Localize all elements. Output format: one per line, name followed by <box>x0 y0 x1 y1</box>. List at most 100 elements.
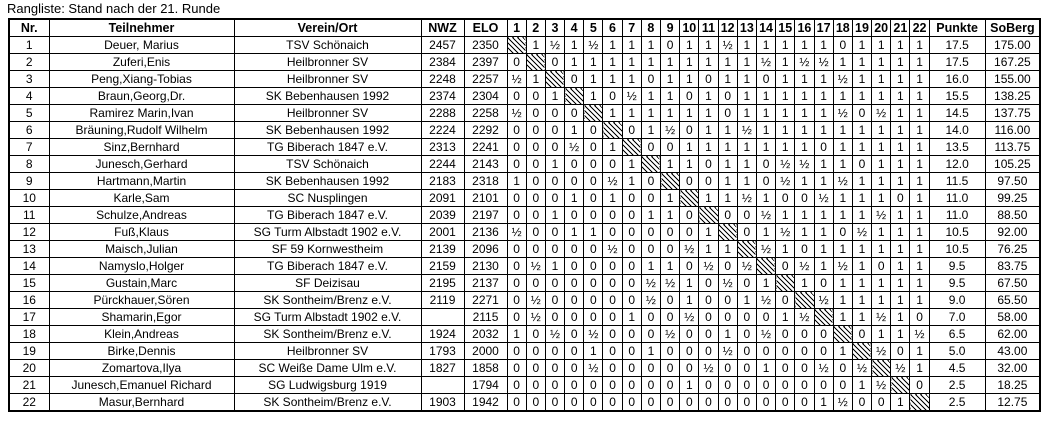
player-name-cell: Maisch,Julian <box>48 240 235 258</box>
result-cell: 1 <box>909 70 930 88</box>
result-cell: ½ <box>832 257 853 275</box>
result-cell: 1 <box>794 223 815 241</box>
result-cell: 1 <box>775 121 796 139</box>
header-round-21: 21 <box>890 18 911 37</box>
result-cell: 0 <box>659 240 681 258</box>
nwz-cell: 2039 <box>420 206 465 224</box>
soberg-cell: 92.00 <box>984 223 1041 241</box>
points-cell: 9.5 <box>928 274 986 292</box>
club-cell: SK Sontheim/Brenz e.V. <box>233 325 422 343</box>
player-name-cell: Karle,Sam <box>48 189 235 207</box>
result-cell: 1 <box>890 36 911 54</box>
result-cell: 1 <box>813 172 834 190</box>
soberg-cell: 83.75 <box>984 257 1041 275</box>
club-cell: Heilbronner SV <box>233 70 422 88</box>
diagonal-cell <box>564 87 585 105</box>
result-cell: ½ <box>583 325 604 343</box>
result-cell: 0 <box>794 342 815 360</box>
result-cell: ½ <box>755 206 777 224</box>
player-name-cell: Birke,Dennis <box>48 342 235 360</box>
result-cell: 0 <box>544 274 566 292</box>
result-cell: 1 <box>890 257 911 275</box>
rank-cell: 15 <box>8 274 50 292</box>
result-cell: 1 <box>909 189 930 207</box>
result-cell: 1 <box>717 189 738 207</box>
result-cell: 1 <box>679 376 700 394</box>
rank-cell: 16 <box>8 291 50 309</box>
result-cell: 0 <box>564 70 585 88</box>
result-cell: 1 <box>602 53 623 71</box>
result-cell: ½ <box>813 53 834 71</box>
result-cell: 0 <box>736 359 757 377</box>
result-cell: 0 <box>564 104 585 122</box>
result-cell: 0 <box>794 393 815 412</box>
player-row: 20 Zomartova,Ilya SC Weiße Dame Ulm e.V. 18… <box>8 359 1041 377</box>
result-cell: 1 <box>698 138 719 156</box>
result-cell: 0 <box>775 393 796 412</box>
elo-cell: 2137 <box>463 274 508 292</box>
player-row: 4 Braun,Georg,Dr. SK Bebenhausen 1992 2374 2… <box>8 87 1041 105</box>
result-cell: 0 <box>506 342 527 360</box>
result-cell: 0 <box>544 359 566 377</box>
player-name-cell: Zomartova,Ilya <box>48 359 235 377</box>
club-cell: SG Ludwigsburg 1919 <box>233 376 422 394</box>
result-cell: 1 <box>813 240 834 258</box>
result-cell: 1 <box>890 393 911 412</box>
result-cell: 0 <box>659 36 681 54</box>
player-name-cell: Gustain,Marc <box>48 274 235 292</box>
soberg-cell: 62.00 <box>984 325 1041 343</box>
elo-cell: 1858 <box>463 359 508 377</box>
result-cell: 1 <box>698 104 719 122</box>
result-cell: 1 <box>679 104 700 122</box>
result-cell: ½ <box>794 155 815 173</box>
player-name-cell: Sinz,Bernhard <box>48 138 235 156</box>
elo-cell: 2032 <box>463 325 508 343</box>
result-cell: 1 <box>909 172 930 190</box>
result-cell: 1 <box>909 240 930 258</box>
result-cell: 0 <box>717 104 738 122</box>
result-cell: 0 <box>621 274 642 292</box>
result-cell: 1 <box>909 359 930 377</box>
nwz-cell: 2457 <box>420 36 465 54</box>
elo-cell: 2136 <box>463 223 508 241</box>
points-cell: 2.5 <box>928 376 986 394</box>
result-cell: 1 <box>640 257 662 275</box>
rank-cell: 3 <box>8 70 50 88</box>
result-cell: ½ <box>775 172 796 190</box>
result-cell: ½ <box>717 342 738 360</box>
points-cell: 2.5 <box>928 393 986 412</box>
result-cell: 1 <box>717 172 738 190</box>
player-row: 12 Fuß,Klaus SG Turm Albstadt 1902 e.V. 200… <box>8 223 1041 241</box>
player-row: 18 Klein,Andreas SK Sontheim/Brenz e.V. 192… <box>8 325 1041 343</box>
rank-cell: 17 <box>8 308 50 326</box>
result-cell: 1 <box>698 121 719 139</box>
result-cell: 0 <box>506 393 527 412</box>
result-cell: 1 <box>813 121 834 139</box>
result-cell: 1 <box>525 70 546 88</box>
rank-cell: 18 <box>8 325 50 343</box>
player-row: 8 Junesch,Gerhard TSV Schönaich 2244 2143 0 0 1… <box>8 155 1041 173</box>
result-cell: 1 <box>890 325 911 343</box>
diagonal-cell <box>832 325 853 343</box>
result-cell: 1 <box>851 257 873 275</box>
result-cell: 1 <box>909 53 930 71</box>
rank-cell: 7 <box>8 138 50 156</box>
header-round-11: 11 <box>698 18 719 37</box>
result-cell: 0 <box>755 70 777 88</box>
diagonal-cell <box>544 70 566 88</box>
result-cell: 0 <box>698 325 719 343</box>
result-cell: ½ <box>794 257 815 275</box>
result-cell: 0 <box>679 325 700 343</box>
result-cell: 0 <box>564 393 585 412</box>
result-cell: 0 <box>698 393 719 412</box>
result-cell: 0 <box>698 291 719 309</box>
nwz-cell: 2139 <box>420 240 465 258</box>
result-cell: 0 <box>506 359 527 377</box>
nwz-cell: 2159 <box>420 257 465 275</box>
result-cell: ½ <box>602 240 623 258</box>
result-cell: 0 <box>544 53 566 71</box>
result-cell: 0 <box>640 240 662 258</box>
player-name-cell: Braun,Georg,Dr. <box>48 87 235 105</box>
result-cell: ½ <box>813 291 834 309</box>
result-cell: 0 <box>583 291 604 309</box>
